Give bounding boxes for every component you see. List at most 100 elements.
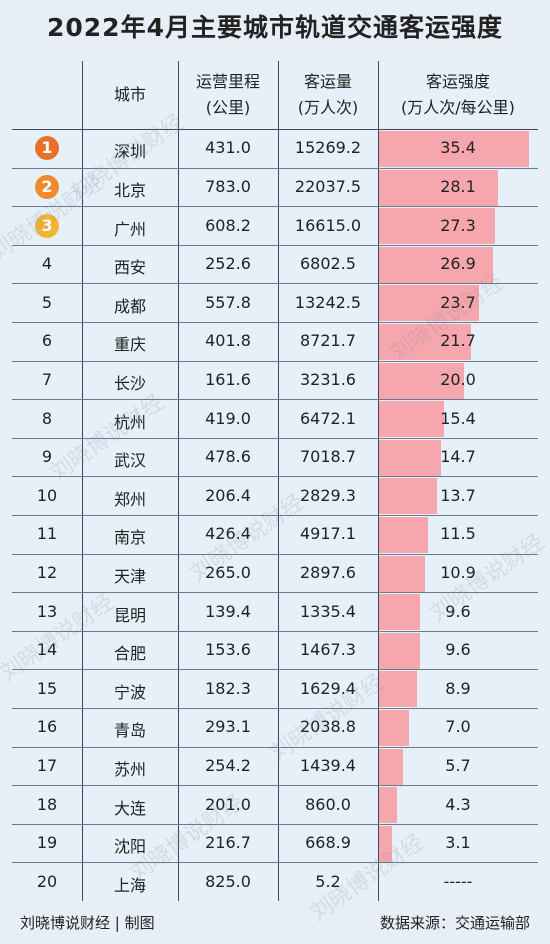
length-cell: 161.6	[205, 369, 251, 389]
length-cell: 431.0	[205, 138, 251, 158]
volume-cell: 8721.7	[300, 331, 356, 351]
volume-cell: 860.0	[305, 794, 351, 814]
city-cell: 合肥	[113, 644, 146, 664]
volume-cell: 13242.5	[294, 292, 362, 312]
city-cell: 重庆	[113, 335, 146, 355]
grid-hline-2	[12, 206, 538, 207]
city-cell: 成都	[113, 296, 146, 316]
city-cell: 长沙	[113, 373, 146, 393]
length-cell: 419.0	[205, 408, 251, 428]
bar-17	[379, 748, 403, 785]
volume-cell: 7018.7	[300, 447, 356, 467]
bar-8	[379, 401, 444, 438]
grid-hline-11	[12, 554, 538, 555]
intensity-label: 28.1	[440, 176, 476, 196]
rank-cell: 14	[36, 640, 58, 660]
grid-hline-5	[12, 322, 538, 323]
grid-hline-15	[12, 708, 538, 709]
header-volume-1: 客运量	[303, 72, 352, 91]
length-cell: 293.1	[205, 717, 251, 737]
city-cell: 昆明	[113, 605, 146, 625]
grid-hline-12	[12, 592, 538, 593]
bar-10	[379, 478, 437, 515]
city-cell: 北京	[113, 180, 146, 200]
intensity-label: 5.7	[445, 755, 471, 775]
bar-3	[379, 208, 495, 245]
rank-cell: 10	[36, 485, 58, 505]
rank-cell: 18	[36, 794, 58, 814]
bar-5	[379, 285, 479, 322]
header-intensity-2: (万人次/每公里)	[401, 98, 515, 117]
volume-cell: 6802.5	[300, 254, 356, 274]
length-cell: 182.3	[205, 678, 251, 698]
bar-7	[379, 362, 464, 399]
bar-16	[379, 710, 409, 746]
rank-cell: 4	[41, 254, 53, 274]
volume-cell: 1467.3	[300, 640, 356, 660]
length-cell: 783.0	[205, 176, 251, 196]
intensity-label: 3.1	[445, 833, 471, 853]
bar-12	[379, 555, 425, 592]
city-cell: 西安	[113, 258, 146, 278]
rank-badge-2: 2	[35, 174, 59, 199]
rank-cell: 17	[36, 755, 58, 775]
data-table: 城市 运营里程 (公里) 客运量 (万人次) 客运强度 (万人次/每公里) 1 深…	[12, 61, 538, 901]
volume-cell: 1439.4	[300, 755, 356, 775]
intensity-label: 10.9	[440, 562, 476, 582]
length-cell: 153.6	[205, 640, 251, 660]
volume-cell: 16615.0	[294, 215, 362, 235]
length-cell: 254.2	[205, 755, 251, 775]
length-cell: 478.6	[205, 447, 251, 467]
bar-2	[379, 169, 498, 206]
footer-source: 数据来源：交通运输部	[379, 914, 530, 932]
rank-cell: 11	[36, 524, 58, 544]
city-cell: 沈阳	[113, 837, 146, 857]
city-cell: 南京	[113, 528, 146, 548]
grid-hline-6	[12, 361, 538, 362]
grid-hline-16	[12, 747, 538, 748]
intensity-label: 20.0	[440, 369, 476, 389]
rank-cell: 6	[41, 331, 53, 351]
city-cell: 天津	[113, 566, 146, 586]
bar-13	[379, 594, 420, 631]
intensity-label: 7.0	[445, 717, 471, 737]
volume-cell: 3231.6	[300, 369, 356, 389]
bar-1	[379, 131, 529, 167]
intensity-label: 11.5	[440, 524, 476, 544]
grid-hline-19	[12, 862, 538, 863]
header-length-2: (公里)	[205, 98, 251, 117]
volume-cell: 2829.3	[300, 485, 356, 505]
rank-cell: 5	[41, 292, 53, 312]
bar-18	[379, 787, 397, 824]
volume-cell: 15269.2	[294, 138, 362, 158]
city-cell: 苏州	[113, 759, 146, 779]
length-cell: 139.4	[205, 601, 251, 621]
grid-vline-1	[82, 61, 83, 901]
grid-vline-3	[278, 61, 279, 901]
bar-9	[379, 439, 441, 476]
rank-cell: 8	[41, 408, 53, 428]
bar-4	[379, 246, 493, 283]
grid-hline-18	[12, 824, 538, 825]
header-length-1: 运营里程	[195, 72, 260, 91]
length-cell: 426.4	[205, 524, 251, 544]
rank-cell: 20	[36, 871, 58, 891]
city-cell: 深圳	[113, 142, 146, 162]
length-cell: 608.2	[205, 215, 251, 235]
grid-vline-4	[378, 61, 379, 901]
grid-hline-header	[12, 129, 538, 130]
intensity-label: 23.7	[440, 292, 476, 312]
volume-cell: 6472.1	[300, 408, 356, 428]
bar-14	[379, 632, 420, 669]
city-cell: 广州	[113, 219, 146, 239]
rank-cell: 7	[41, 369, 53, 389]
length-cell: 201.0	[205, 794, 251, 814]
city-cell: 宁波	[113, 682, 146, 702]
bar-19	[379, 825, 392, 862]
city-cell: 上海	[113, 875, 146, 895]
city-cell: 武汉	[113, 451, 146, 471]
length-cell: 401.8	[205, 331, 251, 351]
rank-cell: 19	[36, 833, 58, 853]
rank-cell: 16	[36, 717, 58, 737]
intensity-label: 26.9	[440, 254, 476, 274]
